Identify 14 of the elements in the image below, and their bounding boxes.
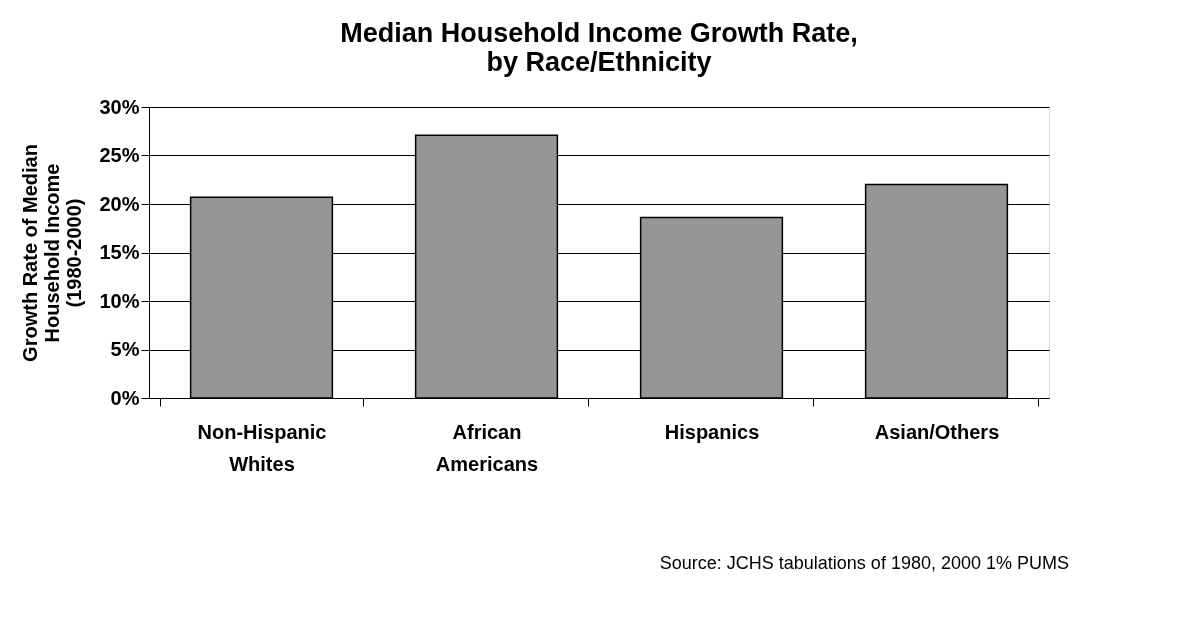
chart-title: Median Household Income Growth Rate, by Race/Ethnicity [340,18,858,77]
x-tick-label: Non-Hispanic Whites [197,420,327,475]
source-note: Source: JCHS tabulations of 1980, 2000 1% PUMS [659,553,1069,573]
y-tick-label: 25% [99,144,140,166]
y-tick-label: 10% [99,289,140,312]
y-tick-label: 5% [110,338,140,360]
x-tick-label: Asian/Others [874,420,1000,443]
x-tick-label: African Americans [435,420,539,475]
y-tick-label: 15% [99,241,140,263]
y-axis-title: Growth Rate of Median Household Income (1980-2000) [19,144,86,362]
y-tick-label: 0% [110,386,140,409]
y-tick-label: 30% [99,95,140,118]
x-tick-label: Hispanics [664,420,760,443]
y-tick-label: 20% [99,192,140,215]
